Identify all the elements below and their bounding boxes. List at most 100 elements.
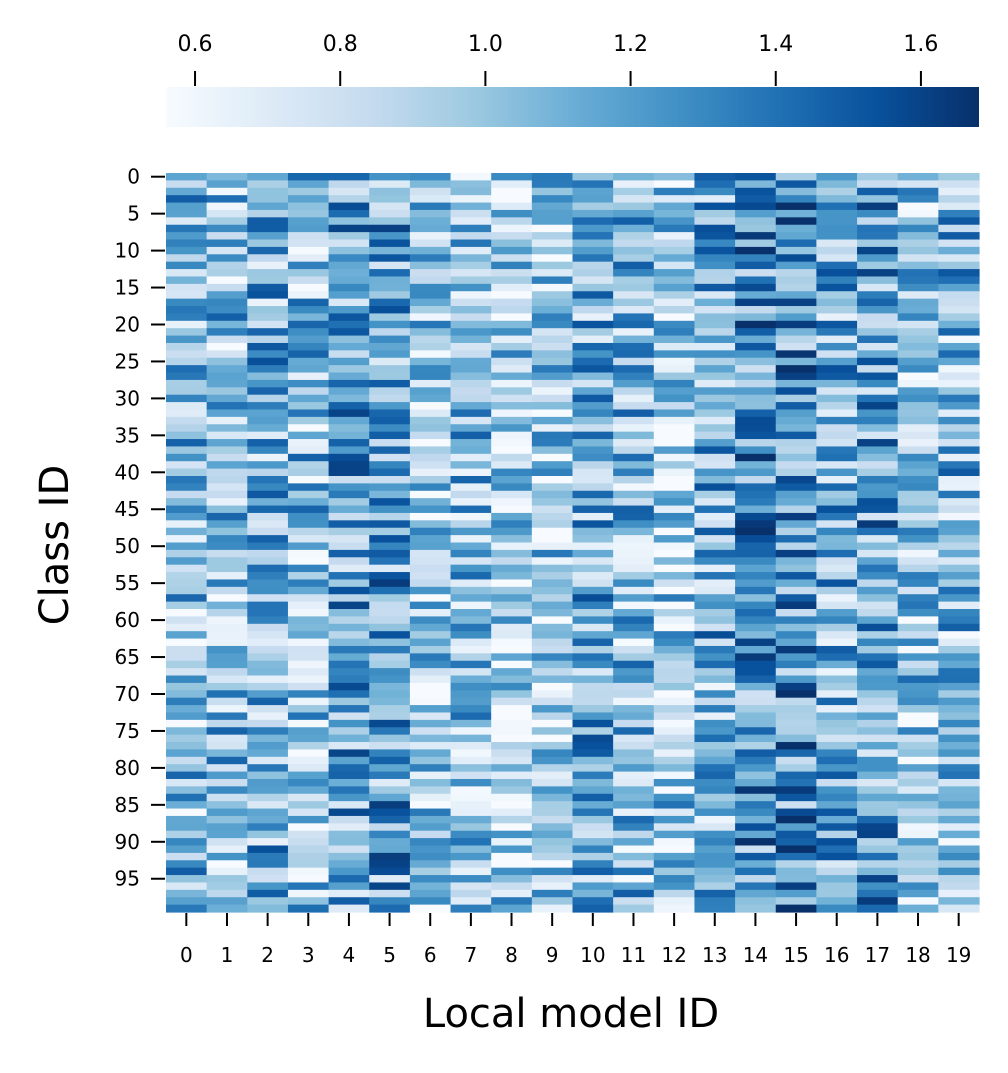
heatmap-cell (166, 875, 208, 884)
heatmap-cell (450, 173, 492, 181)
y-tick-label: 5 (127, 202, 140, 226)
heatmap-cell (735, 424, 777, 433)
heatmap-cell (897, 431, 939, 440)
heatmap-cell (653, 557, 696, 566)
heatmap-cell (653, 860, 696, 869)
heatmap-cell (409, 224, 452, 233)
heatmap-cell (613, 232, 655, 241)
heatmap-cell (816, 682, 858, 691)
heatmap-cell (491, 808, 533, 817)
heatmap-cell (491, 823, 533, 832)
heatmap-cell (938, 697, 980, 706)
heatmap-cell (491, 549, 533, 558)
heatmap-cell (450, 350, 492, 359)
heatmap-cell (613, 830, 655, 839)
heatmap-cell (816, 653, 858, 662)
heatmap-cell (735, 557, 777, 566)
heatmap-cell (531, 313, 574, 322)
heatmap-cell (897, 801, 939, 810)
heatmap-cell (735, 734, 777, 743)
heatmap-cell (938, 439, 980, 448)
heatmap-cell (369, 609, 411, 617)
heatmap-cell (897, 860, 939, 869)
heatmap-cell (491, 778, 533, 787)
heatmap-cell (450, 793, 492, 802)
heatmap-cell (166, 328, 208, 337)
heatmap-cell (328, 453, 370, 462)
heatmap-cell (206, 224, 248, 233)
heatmap-cell (531, 209, 574, 218)
heatmap-cell (938, 402, 980, 411)
heatmap-cell (450, 660, 492, 669)
colorbar-tick-label: 1.6 (903, 32, 938, 57)
heatmap-cell (247, 505, 289, 514)
heatmap-cell (206, 845, 248, 854)
heatmap-cell (694, 653, 736, 662)
heatmap-cell (166, 719, 208, 728)
heatmap-cell (328, 719, 370, 728)
heatmap-cell (206, 394, 248, 403)
heatmap-cell (491, 431, 533, 440)
heatmap-cell (409, 668, 452, 677)
heatmap-cell (857, 557, 899, 566)
heatmap-cell (369, 453, 411, 462)
heatmap-cell (450, 306, 492, 315)
heatmap-cell (938, 609, 980, 617)
heatmap-cell (166, 283, 208, 292)
heatmap-cell (247, 786, 289, 795)
heatmap-cell (897, 416, 939, 425)
heatmap-cell (531, 453, 574, 462)
heatmap-cell (328, 557, 370, 566)
heatmap-cell (287, 461, 330, 470)
heatmap-cell (694, 549, 736, 558)
heatmap-cell (369, 557, 411, 566)
heatmap-cell (166, 572, 208, 581)
heatmap-cell (369, 320, 411, 329)
heatmap-cell (450, 830, 492, 839)
heatmap-cell (857, 601, 899, 610)
heatmap-cell (735, 394, 777, 403)
heatmap-cell (328, 653, 370, 662)
heatmap-cell (857, 453, 899, 462)
heatmap-cell (572, 195, 614, 204)
heatmap-cell (450, 468, 492, 477)
heatmap-cell (735, 239, 777, 248)
heatmap-cell (653, 512, 696, 521)
heatmap-cell (287, 815, 330, 824)
heatmap-cell (857, 439, 899, 448)
heatmap-cell (247, 298, 289, 307)
heatmap-cell (694, 283, 736, 292)
heatmap-cell (816, 498, 858, 507)
heatmap-cell (166, 187, 208, 196)
heatmap-cell (531, 616, 574, 625)
heatmap-cell (328, 645, 370, 654)
heatmap-cell (287, 342, 330, 351)
heatmap-cell (206, 727, 248, 736)
heatmap-cell (531, 793, 574, 802)
heatmap-cell (775, 424, 817, 433)
heatmap-cell (450, 298, 492, 307)
heatmap-cell (613, 764, 655, 773)
heatmap-cell (531, 535, 574, 544)
heatmap-cell (409, 734, 452, 743)
heatmap-cell (816, 431, 858, 440)
heatmap-cell (369, 402, 411, 411)
heatmap-cell (206, 424, 248, 433)
heatmap-cell (613, 889, 655, 898)
heatmap-cell (491, 416, 533, 425)
heatmap-cell (735, 475, 777, 484)
heatmap-cell (897, 586, 939, 595)
heatmap-cell (735, 564, 777, 573)
heatmap-cell (531, 734, 574, 743)
heatmap-cell (694, 446, 736, 455)
heatmap-cell (613, 542, 655, 551)
heatmap-cell (409, 527, 452, 536)
heatmap-cell (938, 838, 980, 847)
heatmap-cell (897, 291, 939, 300)
heatmap-cell (328, 727, 370, 736)
heatmap-cell (409, 254, 452, 263)
heatmap-cell (450, 195, 492, 204)
heatmap-cell (857, 535, 899, 544)
heatmap-cell (816, 468, 858, 477)
heatmap-cell (328, 461, 370, 470)
